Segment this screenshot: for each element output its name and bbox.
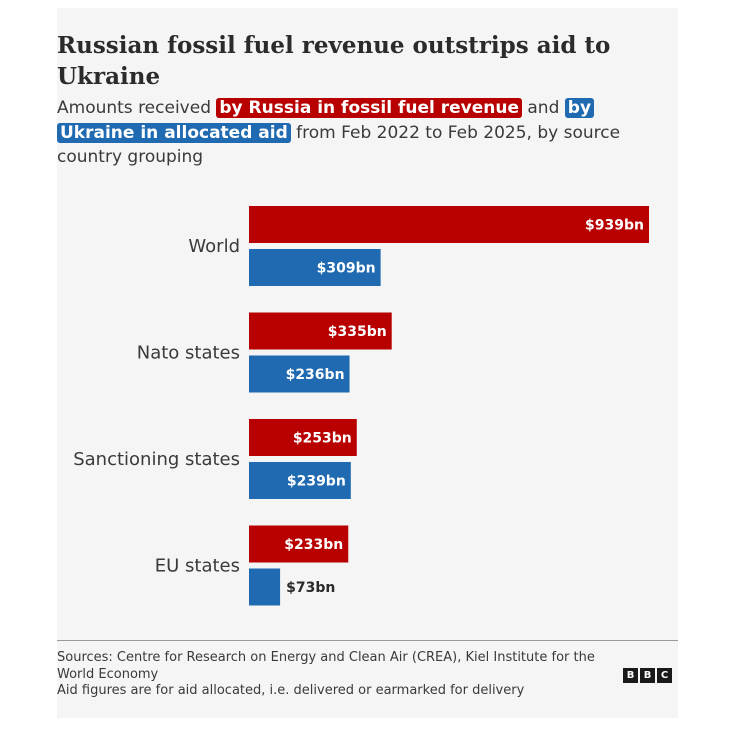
ukraine-bar: [249, 355, 350, 393]
russia-bar: [249, 312, 392, 350]
russia-value-label: $233bn: [284, 537, 343, 553]
category-label: EU states: [155, 556, 240, 577]
bbc-logo: B B C: [623, 668, 672, 683]
chart-subtitle: Amounts received by Russia in fossil fue…: [57, 96, 667, 170]
bbc-logo-letter: B: [623, 668, 638, 683]
bbc-logo-letter: C: [657, 668, 672, 683]
category-label: Nato states: [137, 343, 240, 364]
ukraine-bar: [249, 568, 281, 606]
ukraine-bar: [249, 462, 351, 499]
chart-footer: Sources: Centre for Research on Energy a…: [57, 650, 617, 700]
ukraine-value-label: $309bn: [317, 261, 376, 277]
footer-divider: [57, 640, 678, 641]
category-label: World: [188, 236, 240, 257]
chart-title: Russian fossil fuel revenue outstrips ai…: [57, 32, 611, 90]
subtitle-prefix: Amounts received: [57, 98, 217, 118]
subtitle-suffix: from Feb 2022 to Feb 2025, by source cou…: [57, 122, 621, 168]
bbc-logo-letter: B: [640, 668, 655, 683]
ukraine-value-label: $236bn: [286, 367, 345, 383]
ukraine-bar: [249, 249, 381, 286]
subtitle-middle: and: [521, 98, 565, 118]
russia-value-label: $939bn: [585, 218, 644, 234]
russia-value-label: $253bn: [293, 431, 352, 447]
aid-note: Aid figures are for aid allocated, i.e. …: [57, 683, 525, 698]
ukraine-value-label: $239bn: [287, 474, 346, 490]
russia-bar: [249, 419, 357, 456]
russia-bar: [249, 206, 649, 243]
russia-value-label: $335bn: [328, 324, 387, 340]
legend-russia-highlight: by Russia in fossil fuel revenue: [216, 98, 522, 118]
russia-bar: [249, 525, 349, 563]
ukraine-value-label: $73bn: [286, 580, 335, 596]
sources-note: Sources: Centre for Research on Energy a…: [57, 650, 595, 682]
category-label: Sanctioning states: [73, 449, 240, 470]
